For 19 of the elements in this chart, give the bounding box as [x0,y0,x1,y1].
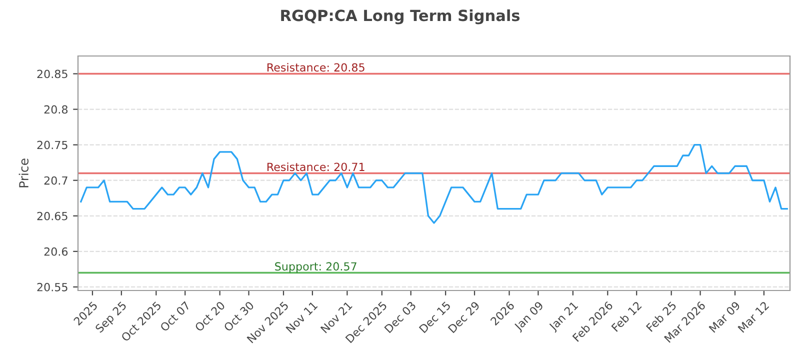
y-tick-label: 20.7 [44,176,68,185]
y-tick-label: 20.55 [37,282,68,292]
y-tick-label: 20.6 [44,247,68,256]
x-tick-label: Oct 20 [194,300,226,332]
x-tick-label: Jan 21 [548,301,580,333]
ref-line-label: Resistance: 20.85 [267,63,364,72]
line-series [80,144,788,224]
chart-title: RGQP:CA Long Term Signals [281,9,520,24]
x-tick-label: Oct 30 [223,300,254,332]
y-tick-label: 20.75 [37,140,68,150]
ref-line-label: Support: 20.57 [275,262,356,273]
x-tick-label: Oct 07 [160,301,190,332]
x-tick-label: Jan 09 [513,300,546,333]
y-tick-label: 20.65 [37,212,68,220]
y-tick-label: 20.85 [37,70,68,78]
y-tick-label: 20.8 [44,105,68,114]
ref-line-label: Resistance: 20.71 [267,162,364,172]
x-tick-label: Mar 12 [738,301,770,333]
y-axis-title: Price [18,158,28,188]
